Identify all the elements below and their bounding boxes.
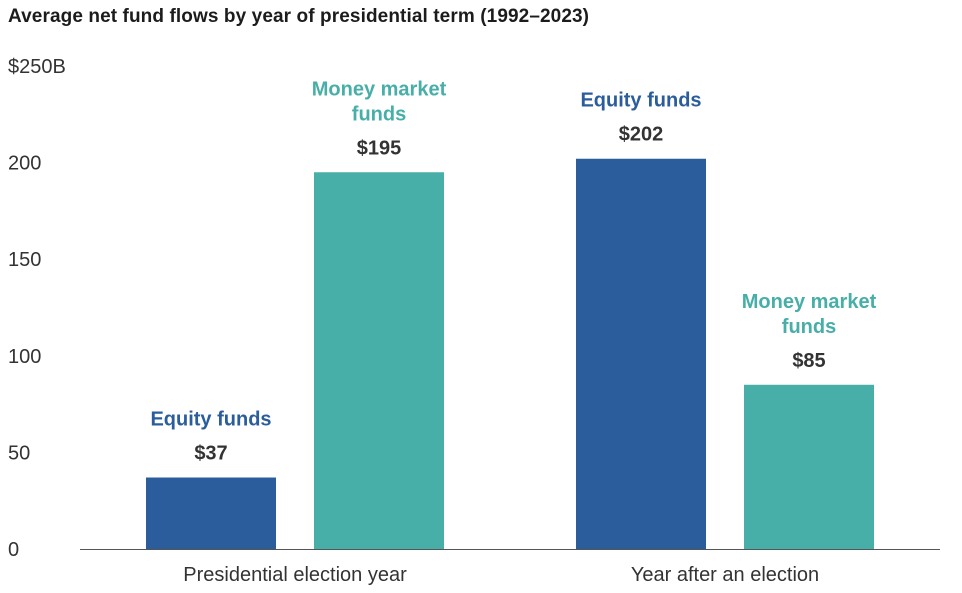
bar-labels: $37 Equity funds $195 Money market funds $202…: [150, 78, 876, 464]
series-label: funds: [782, 316, 836, 338]
series-label: Equity funds: [150, 409, 271, 431]
y-tick-label: 0: [8, 539, 19, 561]
x-tick-label: Year after an election: [631, 564, 819, 586]
bars: [146, 158, 874, 549]
x-axis: Presidential election year Year after an …: [183, 564, 819, 586]
bar: [576, 158, 706, 549]
y-tick-label: 150: [8, 249, 41, 271]
bar: [314, 172, 444, 549]
series-label: Money market: [312, 78, 447, 100]
data-label: $37: [194, 443, 227, 465]
y-tick-label: 100: [8, 346, 41, 368]
series-label: funds: [352, 103, 406, 125]
x-tick-label: Presidential election year: [183, 564, 407, 586]
y-tick-label: $250B: [8, 56, 66, 78]
y-tick-label: 50: [8, 442, 30, 464]
chart-title: Average net fund flows by year of presid…: [8, 6, 590, 27]
bar: [146, 477, 276, 549]
bar: [744, 384, 874, 549]
series-label: Money market: [742, 291, 877, 313]
data-label: $195: [357, 137, 402, 159]
y-axis: 0 50 100 150 200 $250B: [8, 56, 66, 561]
data-label: $202: [619, 124, 664, 146]
data-label: $85: [792, 350, 825, 372]
series-label: Equity funds: [580, 90, 701, 112]
y-tick-label: 200: [8, 153, 41, 175]
